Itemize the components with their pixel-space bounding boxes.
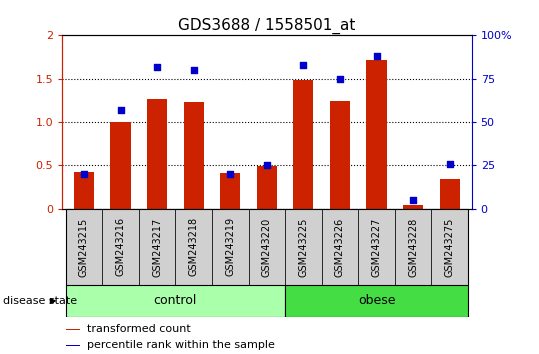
Point <box>445 161 454 167</box>
Text: GSM243220: GSM243220 <box>262 217 272 276</box>
Text: obese: obese <box>358 295 395 307</box>
Bar <box>110 122 130 209</box>
Point <box>226 171 234 177</box>
Text: control: control <box>154 295 197 307</box>
Bar <box>102 209 139 285</box>
Bar <box>367 60 386 209</box>
Point <box>116 107 125 113</box>
Bar <box>66 329 80 330</box>
Text: GSM243217: GSM243217 <box>152 217 162 276</box>
Text: GSM243219: GSM243219 <box>225 217 235 276</box>
Bar <box>395 209 431 285</box>
Point <box>262 163 271 169</box>
Bar <box>220 173 240 209</box>
Bar <box>403 205 423 209</box>
Point <box>189 67 198 73</box>
Text: GSM243227: GSM243227 <box>371 217 382 276</box>
Text: GSM243216: GSM243216 <box>115 217 126 276</box>
Text: GSM243275: GSM243275 <box>445 217 455 276</box>
Point <box>336 76 344 81</box>
Point <box>153 64 161 69</box>
Bar <box>147 99 167 209</box>
Bar <box>248 209 285 285</box>
Text: percentile rank within the sample: percentile rank within the sample <box>87 340 274 350</box>
Bar <box>175 209 212 285</box>
Bar <box>440 178 460 209</box>
Title: GDS3688 / 1558501_at: GDS3688 / 1558501_at <box>178 18 356 34</box>
Text: transformed count: transformed count <box>87 324 190 334</box>
Text: GSM243215: GSM243215 <box>79 217 89 276</box>
Point <box>409 198 417 203</box>
Bar <box>330 101 350 209</box>
Text: disease state: disease state <box>3 296 77 306</box>
Bar <box>285 209 322 285</box>
Bar <box>66 209 102 285</box>
Bar <box>257 166 277 209</box>
Text: GSM243228: GSM243228 <box>408 217 418 276</box>
Text: GSM243218: GSM243218 <box>189 217 199 276</box>
Point <box>299 62 308 68</box>
Bar <box>322 209 358 285</box>
Bar <box>184 102 204 209</box>
Bar <box>66 285 285 317</box>
Bar <box>285 285 468 317</box>
Bar <box>139 209 175 285</box>
Bar <box>212 209 248 285</box>
Bar <box>358 209 395 285</box>
Bar <box>74 172 94 209</box>
Text: GSM243226: GSM243226 <box>335 217 345 276</box>
Point <box>372 53 381 59</box>
Point <box>80 171 88 177</box>
Bar <box>431 209 468 285</box>
Text: GSM243225: GSM243225 <box>299 217 308 276</box>
Bar <box>66 345 80 346</box>
Bar <box>293 80 314 209</box>
